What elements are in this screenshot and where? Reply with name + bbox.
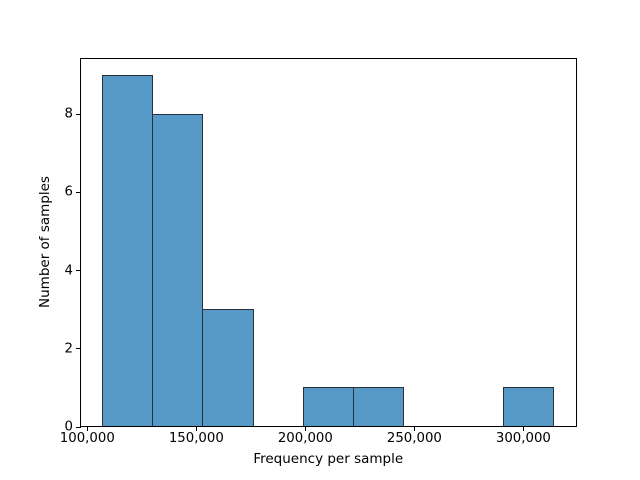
x-tick-label: 250,000 (386, 430, 442, 446)
x-tick-label: 200,000 (277, 430, 333, 446)
y-axis-label: Number of samples (37, 176, 54, 309)
histogram-bar (202, 309, 254, 428)
y-tick-mark (76, 270, 81, 272)
y-tick-mark (76, 191, 81, 193)
x-tick-mark (304, 426, 306, 431)
x-tick-label: 300,000 (495, 430, 551, 446)
histogram-bar (352, 387, 404, 428)
histogram-bar (152, 113, 204, 428)
histogram-bar (503, 387, 555, 428)
x-tick-mark (86, 426, 88, 431)
y-tick-label: 6 (64, 184, 73, 200)
x-tick-label: 150,000 (168, 430, 224, 446)
y-tick-mark (76, 348, 81, 350)
x-tick-mark (195, 426, 197, 431)
y-tick-label: 0 (64, 419, 73, 435)
y-tick-mark (76, 426, 81, 428)
y-tick-label: 4 (64, 262, 73, 278)
y-tick-mark (76, 113, 81, 115)
histogram-bar (302, 387, 354, 428)
y-tick-label: 2 (64, 341, 73, 357)
histogram-bar (102, 74, 154, 428)
x-axis-label: Frequency per sample (253, 450, 404, 467)
x-tick-mark (413, 426, 415, 431)
y-tick-label: 8 (64, 106, 73, 122)
x-tick-label: 100,000 (59, 430, 115, 446)
x-tick-mark (522, 426, 524, 431)
